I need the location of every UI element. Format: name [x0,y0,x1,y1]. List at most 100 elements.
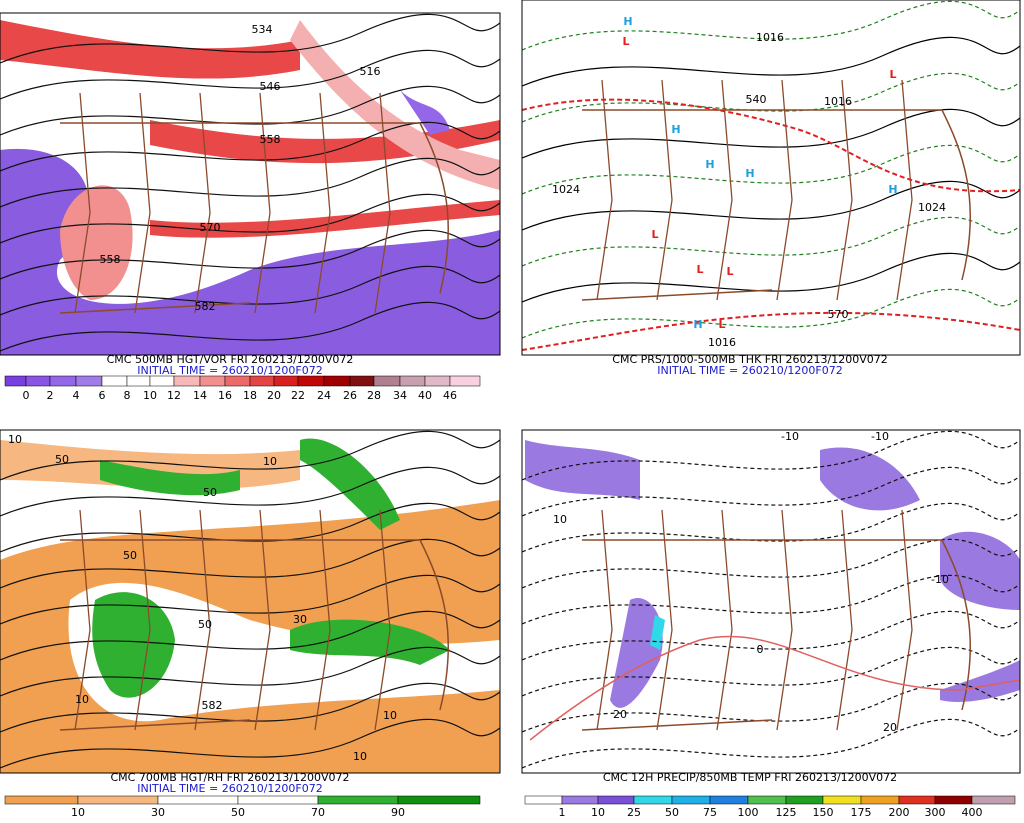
map-label: 50 [198,618,212,631]
scale-label: 10 [591,806,605,819]
contour-line [0,682,500,733]
scale-label: 40 [418,389,432,402]
state-border [314,92,331,314]
country-border [59,122,450,314]
map-label: L [651,228,658,241]
map-panel: 534 546 558 570 582 558 516 [0,13,500,355]
scale-label: 50 [231,806,245,819]
color-swatch [524,795,563,805]
contour-line [522,610,1020,661]
freezing-line [529,635,1020,741]
color-swatch [323,375,351,387]
state-border [254,92,271,314]
contour-line [522,180,1020,231]
map-label: -10 [931,573,949,586]
map-label: 50 [55,453,69,466]
thickness-line [522,98,1020,351]
scale-label: 28 [367,389,381,402]
caption: CMC 700MB HGT/RH FRI 260213/1200V072 [110,771,349,784]
contour-line [0,193,500,244]
scale-label: 400 [962,806,983,819]
map-label: 1016 [756,31,784,44]
scale-label: 75 [703,806,717,819]
state-border [374,92,391,314]
state-border [74,509,91,731]
color-swatch [173,375,201,387]
scale-label: 10 [71,806,85,819]
scale-label: 300 [925,806,946,819]
color-swatch [157,795,239,805]
scale-label: 90 [391,806,405,819]
contour-line [522,252,1020,303]
caption: CMC 500MB HGT/VOR FRI 260213/1200V072 [107,353,354,366]
caption: CMC PRS/1000-500MB THK FRI 260213/1200V0… [612,353,887,366]
scale-label: 46 [443,389,457,402]
field-shading [400,90,450,135]
map-label: -10 [871,430,889,443]
contour-line [522,36,1020,87]
map-frame [0,12,501,356]
scale-label: 18 [243,389,257,402]
field-shading [0,148,500,355]
map-label: 570 [828,308,849,321]
contour-line [522,288,1020,339]
contour-line [522,466,1020,517]
color-swatch [597,795,635,805]
contour-line [522,646,1020,697]
field-shading [60,185,133,300]
contour-line [522,108,1020,159]
scale-label: 24 [317,389,331,402]
field-shading [68,582,500,722]
map-label: 10 [8,433,22,446]
contour-line [0,121,500,172]
color-swatch [785,795,824,805]
state-border [776,79,793,301]
scale-label: 125 [776,806,797,819]
map-label: H [888,183,897,196]
field-shading [525,440,640,500]
color-swatch [449,375,481,387]
color-swatch [561,795,599,805]
contour-line [522,682,1020,733]
color-swatch [898,795,936,805]
map-label: H [693,318,702,331]
country-border [59,539,450,731]
state-border [836,79,853,301]
state-border [314,509,331,731]
scale-label: 22 [291,389,305,402]
map-panel: -10 10 20 0 -10 -10 20 [522,430,1020,773]
field-shading [290,20,500,190]
map-label: -10 [781,430,799,443]
contour-line [0,646,500,697]
map-label: 10 [353,750,367,763]
color-swatch [149,375,175,387]
color-swatch [49,375,77,387]
color-swatch [297,375,325,387]
state-border [596,509,613,731]
scale-label: 50 [665,806,679,819]
color-swatch [822,795,862,805]
state-border [134,92,151,314]
map-label: 50 [123,549,137,562]
state-border [656,509,673,731]
scale-label: 0 [23,389,30,402]
country-border [581,539,972,731]
scale-label: 1 [559,806,566,819]
map-label: H [705,158,714,171]
scale-label: 2 [47,389,54,402]
color-swatch [224,375,251,387]
scale-label: 4 [73,389,80,402]
state-border [374,509,391,731]
color-swatch [349,375,375,387]
map-label: 582 [195,300,216,313]
state-border [194,509,211,731]
state-border [134,509,151,731]
color-swatch [273,375,299,387]
contour-line [522,72,1020,123]
color-swatch [633,795,673,805]
map-label: H [671,123,680,136]
contour-line [0,265,500,316]
state-border [716,79,733,301]
state-border [776,509,793,731]
